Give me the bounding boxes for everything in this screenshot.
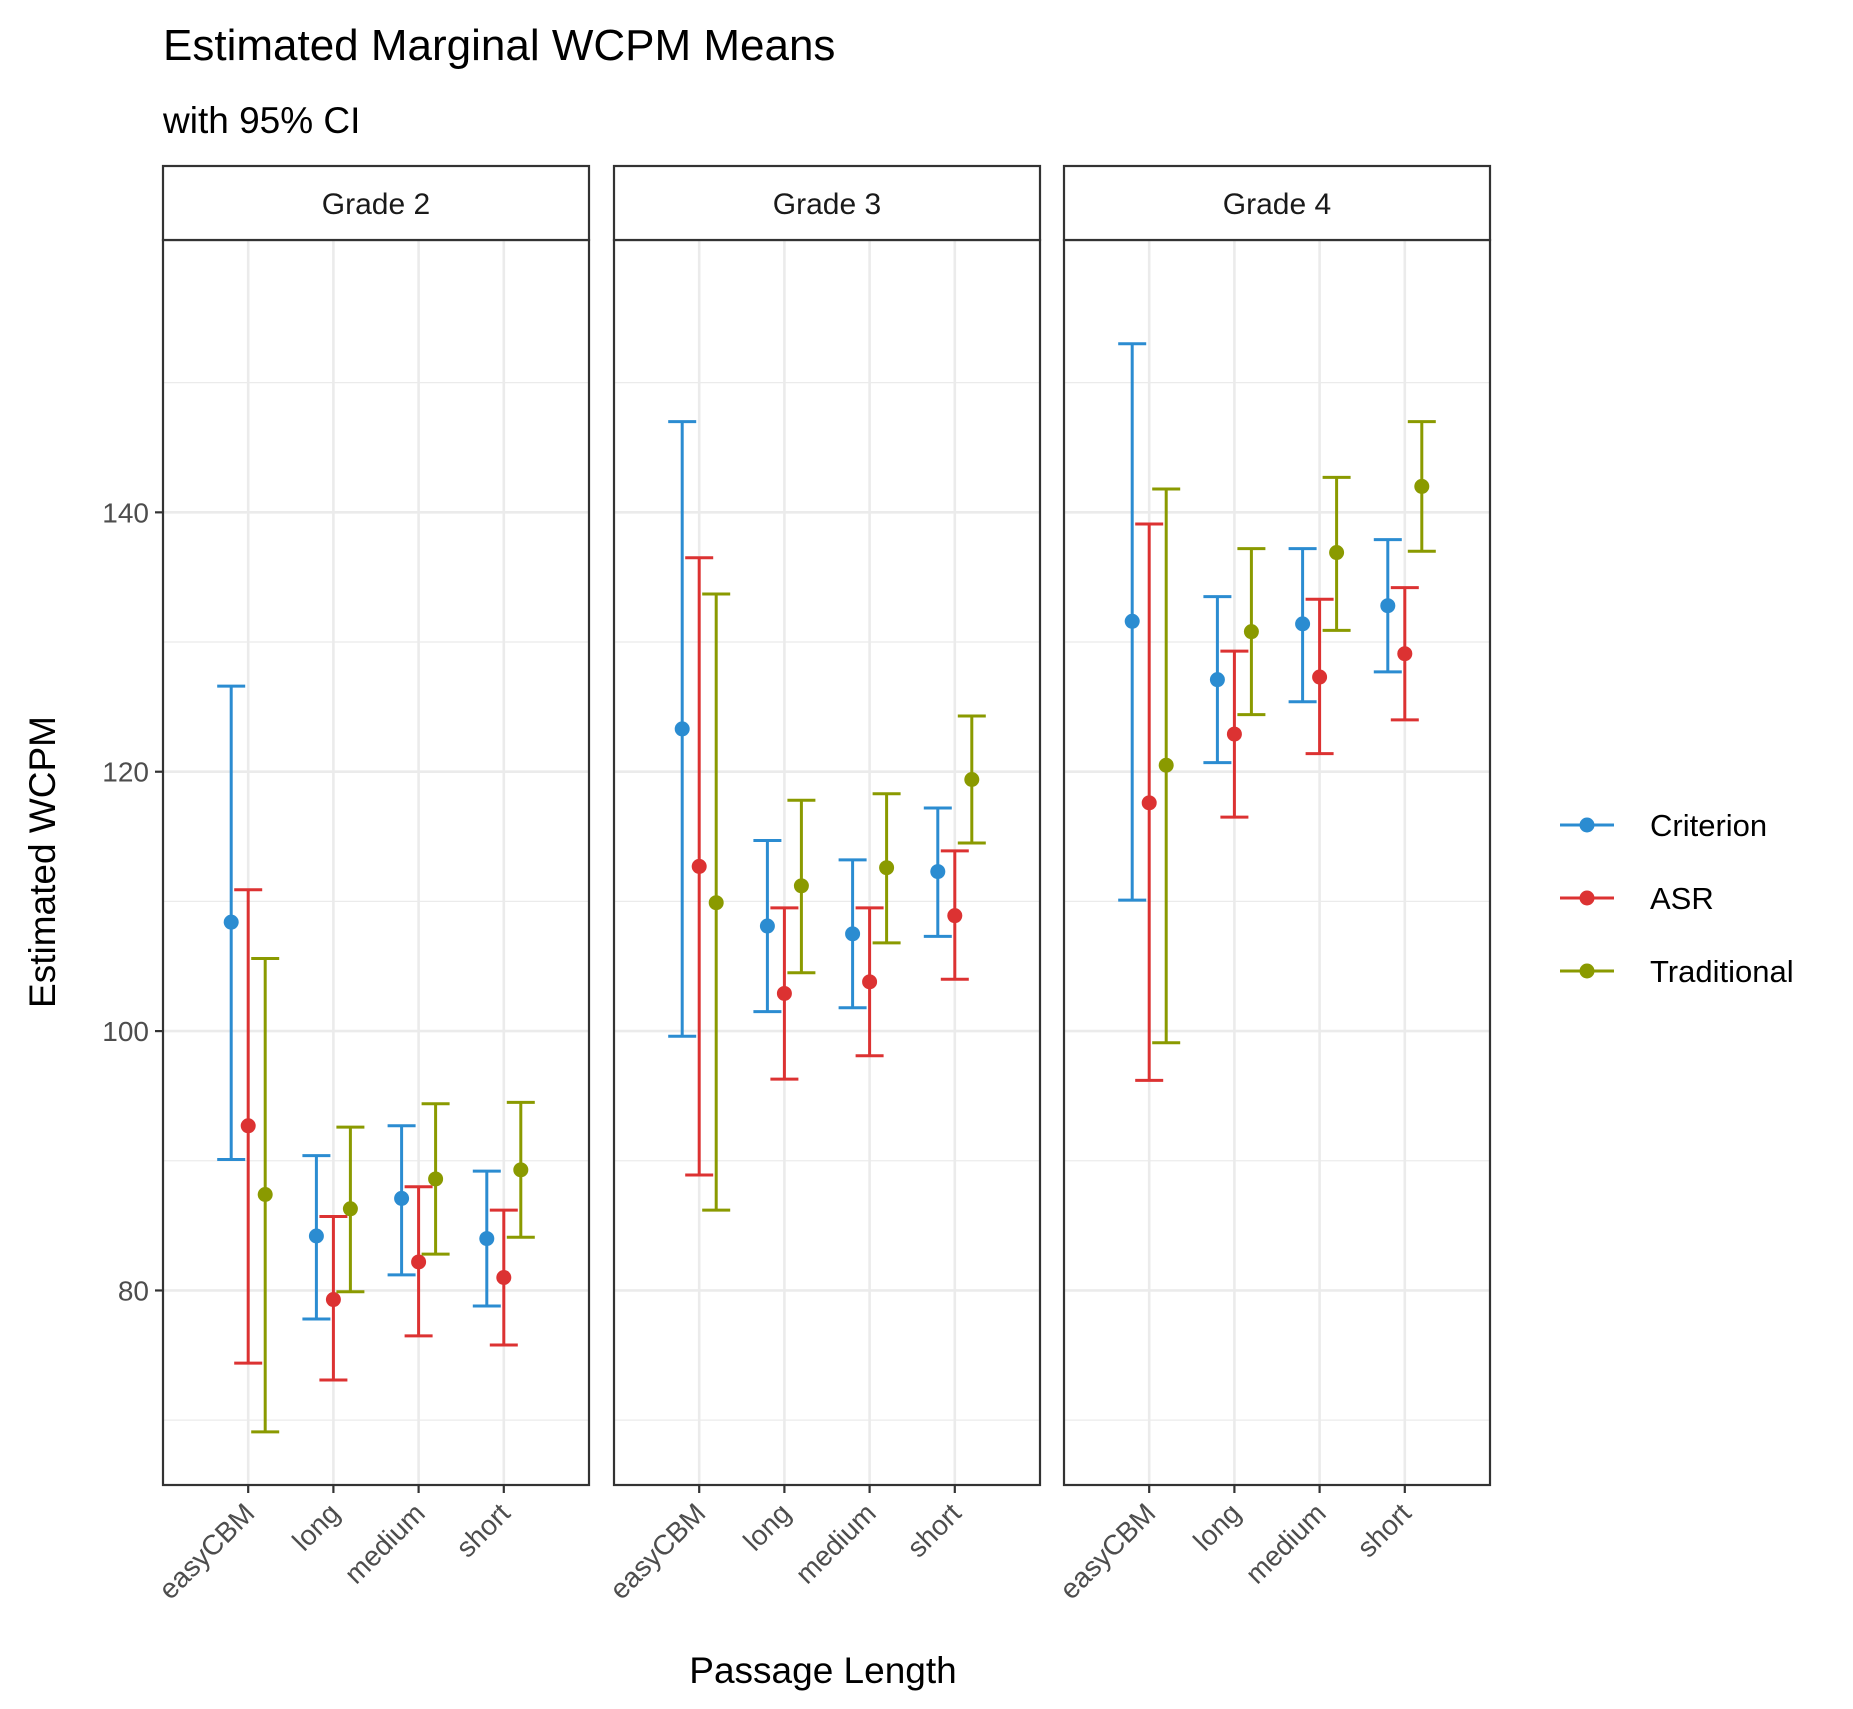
mean-point bbox=[411, 1254, 427, 1270]
mean-point bbox=[1397, 646, 1413, 662]
facet-strip-label: Grade 2 bbox=[322, 188, 430, 221]
mean-point bbox=[1380, 598, 1396, 614]
mean-point bbox=[964, 772, 980, 787]
legend-label: Criterion bbox=[1650, 808, 1767, 843]
series-traditional bbox=[1152, 420, 1436, 1045]
series-criterion bbox=[668, 420, 952, 1038]
y-axis-title: Estimated WCPM bbox=[22, 716, 63, 1008]
mean-point bbox=[776, 985, 792, 1001]
mean-point bbox=[1124, 613, 1140, 629]
mean-point bbox=[342, 1201, 358, 1217]
panel-background bbox=[1064, 240, 1490, 1485]
mean-point bbox=[240, 1118, 256, 1134]
mean-point bbox=[479, 1231, 495, 1247]
legend-key-point bbox=[1579, 963, 1595, 979]
mean-point bbox=[1414, 478, 1430, 494]
legend-key-point bbox=[1579, 817, 1595, 833]
mean-point bbox=[708, 895, 724, 911]
legend-item-asr: ASR bbox=[1560, 881, 1714, 916]
series-criterion bbox=[1118, 342, 1402, 902]
series-asr bbox=[234, 888, 518, 1382]
legend-label: Traditional bbox=[1650, 954, 1794, 989]
series-asr bbox=[685, 556, 969, 1177]
facet-strip-label: Grade 4 bbox=[1223, 188, 1331, 221]
mean-point bbox=[674, 721, 690, 737]
mean-point bbox=[759, 918, 775, 934]
mean-point bbox=[793, 878, 809, 894]
y-tick-label: 120 bbox=[102, 757, 149, 788]
mean-point bbox=[1226, 726, 1242, 742]
mean-point bbox=[1141, 795, 1157, 811]
series-criterion bbox=[217, 684, 501, 1321]
chart-subtitle: with 95% CI bbox=[162, 100, 360, 141]
mean-point bbox=[862, 974, 878, 990]
mean-point bbox=[1243, 624, 1259, 640]
y-tick-label: 140 bbox=[102, 497, 149, 528]
mean-point bbox=[513, 1162, 529, 1178]
mean-point bbox=[845, 926, 861, 942]
facet-strip bbox=[612, 164, 1042, 242]
mean-point bbox=[223, 914, 239, 930]
series-asr bbox=[1135, 522, 1419, 1082]
mean-point bbox=[1209, 672, 1225, 688]
legend-key-point bbox=[1579, 890, 1595, 906]
mean-point bbox=[428, 1171, 444, 1187]
chart-title: Estimated Marginal WCPM Means bbox=[163, 21, 835, 70]
mean-point bbox=[1295, 616, 1311, 632]
facet-strip bbox=[161, 164, 591, 242]
legend-item-traditional: Traditional bbox=[1560, 954, 1794, 989]
mean-point bbox=[496, 1270, 512, 1285]
y-tick-label: 100 bbox=[102, 1016, 149, 1047]
panel-background bbox=[614, 240, 1040, 1485]
mean-point bbox=[257, 1187, 273, 1202]
mean-point bbox=[1329, 545, 1345, 561]
panel-background bbox=[163, 240, 589, 1485]
mean-point bbox=[1312, 669, 1328, 685]
facet-strip-label: Grade 3 bbox=[773, 188, 881, 221]
mean-point bbox=[394, 1190, 410, 1206]
series-traditional bbox=[702, 592, 986, 1212]
mean-point bbox=[1158, 757, 1174, 773]
mean-point bbox=[930, 864, 946, 880]
legend-label: ASR bbox=[1650, 881, 1714, 916]
x-axis-title: Passage Length bbox=[689, 1650, 956, 1691]
series-traditional bbox=[251, 956, 535, 1434]
mean-point bbox=[308, 1228, 324, 1244]
mean-point bbox=[325, 1292, 341, 1308]
legend-item-criterion: Criterion bbox=[1560, 808, 1767, 843]
mean-point bbox=[947, 908, 963, 924]
mean-point bbox=[879, 860, 895, 876]
legend: Criterion ASR Traditional bbox=[1560, 808, 1794, 989]
mean-point bbox=[691, 858, 707, 874]
facet-strip bbox=[1062, 164, 1492, 242]
y-tick-label: 80 bbox=[118, 1275, 149, 1306]
